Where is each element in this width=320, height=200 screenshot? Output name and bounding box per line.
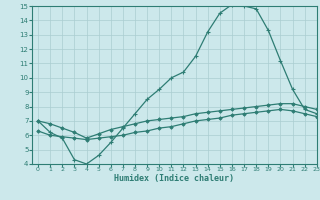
X-axis label: Humidex (Indice chaleur): Humidex (Indice chaleur) <box>115 174 234 183</box>
